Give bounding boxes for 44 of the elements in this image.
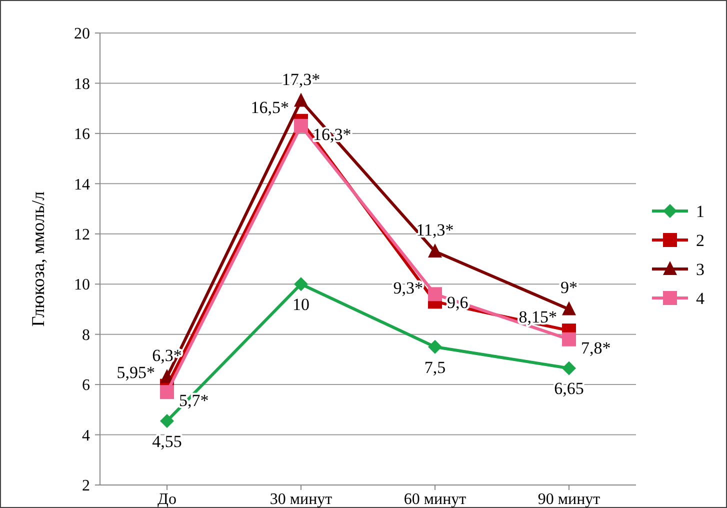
point [428, 287, 442, 302]
point [562, 361, 576, 376]
point [160, 385, 174, 400]
y-tick-label: 18 [74, 76, 90, 93]
point [562, 301, 576, 316]
data-label: 7,8* [581, 338, 611, 358]
point [428, 243, 442, 258]
legend-label: 1 [696, 202, 704, 221]
data-label: 4,55 [152, 432, 182, 451]
legend-label: 4 [696, 288, 705, 308]
y-tick-label: 10 [74, 276, 90, 294]
data-label: 7,5 [424, 358, 446, 377]
point [294, 118, 308, 133]
x-tick-label: До [158, 491, 176, 508]
data-label: 6,65 [554, 379, 584, 398]
point [294, 277, 308, 292]
y-tick-label: 12 [74, 226, 90, 244]
data-label: 9,3* [393, 278, 423, 298]
point [294, 92, 308, 107]
x-tick-label: 90 минут [538, 491, 600, 508]
data-label: 17,3* [282, 70, 320, 89]
data-label: 10 [292, 295, 310, 314]
legend-label: 3 [696, 260, 704, 279]
data-label: 11,3* [416, 220, 454, 240]
data-label: 9,6 [447, 293, 468, 312]
y-tick-label: 6 [82, 377, 90, 394]
data-label: 8,15* [518, 308, 557, 327]
point [160, 414, 174, 428]
y-tick-label: 20 [74, 26, 90, 43]
x-tick-label: 30 минут [270, 491, 332, 508]
x-tick-label: 60 минут [404, 491, 466, 508]
data-label: 5,95* [116, 362, 155, 382]
y-tick-label: 14 [74, 176, 90, 194]
y-tick-label: 16 [74, 126, 90, 144]
point [428, 340, 442, 354]
y-tick-label: 8 [82, 326, 90, 344]
y-axis-title: Глюкоза, ммоль/л [28, 191, 48, 327]
point [562, 332, 576, 346]
data-label: 9* [560, 278, 578, 298]
legend-label: 2 [696, 230, 704, 250]
y-tick-label: 2 [82, 478, 90, 495]
data-label: 16,5* [250, 98, 289, 117]
point [160, 369, 174, 384]
y-tick-label: 4 [82, 427, 90, 444]
